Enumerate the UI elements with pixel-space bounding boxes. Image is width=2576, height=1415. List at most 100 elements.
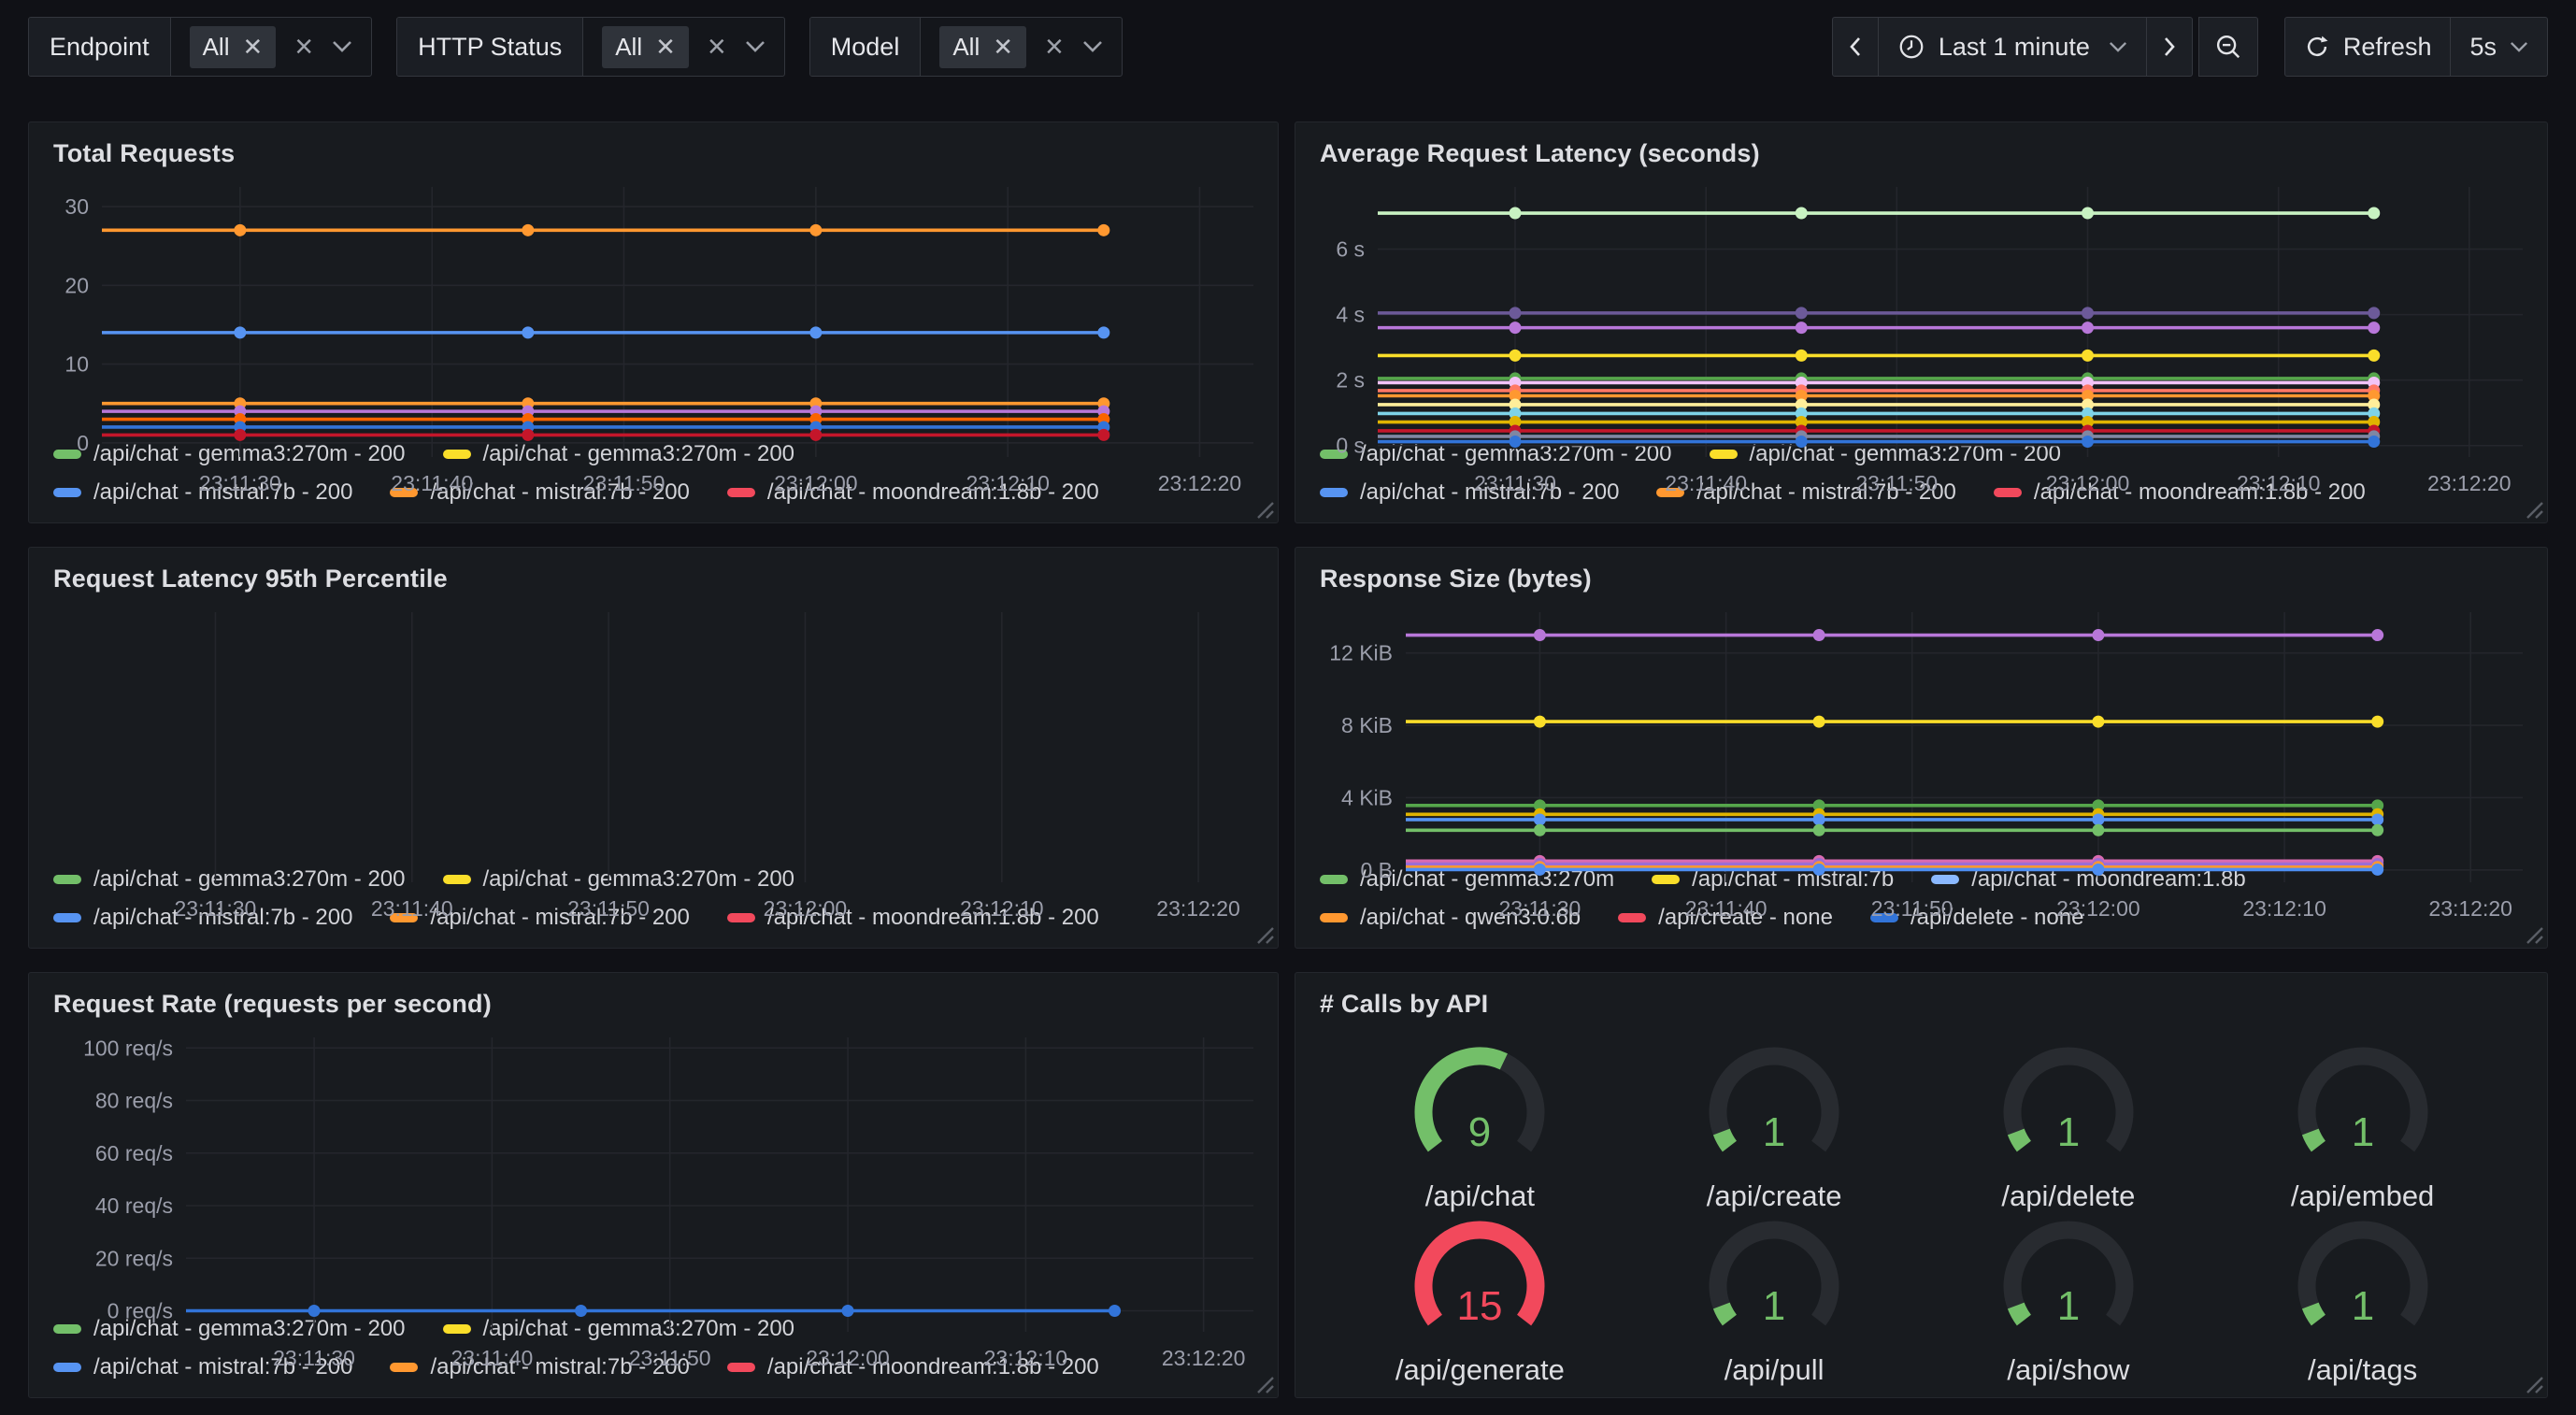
- legend-item[interactable]: /api/chat - gemma3:270m - 200: [53, 441, 406, 467]
- legend-item[interactable]: /api/chat - mistral:7b - 200: [390, 479, 690, 506]
- filter-chip-text: All: [615, 32, 643, 61]
- y-axis-tick-label: 10: [64, 352, 89, 377]
- legend-item[interactable]: /api/chat - mistral:7b - 200: [53, 479, 352, 506]
- time-forward-button[interactable]: [2146, 17, 2193, 77]
- legend-swatch: [390, 913, 419, 922]
- x-axis-tick-label: 23:11:40: [451, 1346, 533, 1370]
- filter-value-area[interactable]: All ✕ ×: [583, 18, 784, 76]
- legend-swatch: [1618, 913, 1647, 922]
- gauge-arc: 1: [2297, 1047, 2428, 1155]
- y-axis-tick-label: 4 s: [1336, 303, 1365, 327]
- chevron-down-icon[interactable]: [1082, 40, 1103, 53]
- time-controls: Last 1 minute: [1831, 17, 2548, 77]
- series-point: [1533, 715, 1546, 728]
- filter-chip[interactable]: All ✕: [602, 25, 689, 68]
- panel-resize-handle[interactable]: [2520, 495, 2544, 520]
- legend-row: /api/chat - mistral:7b - 200/api/chat - …: [53, 905, 1253, 931]
- legend-swatch: [53, 488, 81, 497]
- filter-bar: Endpoint All ✕ × HTTP Status All ✕ ×: [28, 17, 1123, 77]
- legend-item[interactable]: /api/create - none: [1618, 905, 1833, 931]
- time-range-picker-button[interactable]: Last 1 minute: [1878, 17, 2147, 77]
- series-point: [2092, 863, 2105, 876]
- time-back-button[interactable]: [1831, 17, 1879, 77]
- filter-value-area[interactable]: All ✕ ×: [171, 18, 372, 76]
- legend-item[interactable]: /api/chat - mistral:7b - 200: [53, 1354, 352, 1380]
- chart-total-requests[interactable]: 0 10 20 30 23:11:30 23:11:40 23:11:50 23:12:00 2…: [29, 174, 1278, 502]
- legend-item[interactable]: /api/chat - mistral:7b - 200: [390, 1354, 690, 1380]
- series-point: [2368, 307, 2381, 320]
- filter-label: Endpoint: [29, 18, 171, 76]
- legend-swatch: [1320, 913, 1348, 922]
- panel-resize-handle[interactable]: [1251, 495, 1275, 520]
- filter-endpoint[interactable]: Endpoint All ✕ ×: [28, 17, 373, 77]
- panel-resize-handle[interactable]: [2520, 1370, 2544, 1394]
- series-point: [2082, 207, 2094, 220]
- series-point: [1812, 799, 1825, 812]
- y-axis-tick-label: 0: [77, 431, 89, 455]
- legend-item[interactable]: /api/chat - moondream:1.8b - 200: [1993, 479, 2366, 506]
- gauge-value: 1: [1763, 1283, 1785, 1329]
- gauge-label: /api/tags: [2308, 1353, 2418, 1386]
- legend-item[interactable]: /api/chat - gemma3:270m - 200: [442, 441, 794, 467]
- legend-label: /api/chat - mistral:7b - 200: [93, 905, 353, 930]
- legend-item[interactable]: /api/chat - mistral:7b - 200: [53, 905, 352, 931]
- chart-response-size[interactable]: 0 B 4 KiB 8 KiB 12 KiB 23:11:30 23:11:40 23:11…: [1295, 599, 2547, 927]
- legend-label: /api/chat - mistral:7b - 200: [93, 1354, 353, 1379]
- chart-avg-latency[interactable]: 0 s 2 s 4 s 6 s 23:11:30 23:11:40 23:11:50 23:1…: [1295, 174, 2547, 502]
- series-point: [522, 223, 535, 236]
- zoom-out-button[interactable]: [2197, 17, 2258, 77]
- chip-remove-icon[interactable]: ✕: [655, 33, 676, 61]
- legend-item[interactable]: /api/chat - qwen3:0.6b: [1320, 905, 1581, 931]
- series-point: [2092, 799, 2105, 812]
- legend-item[interactable]: /api/chat - gemma3:270m - 200: [53, 866, 406, 893]
- clear-filter-button[interactable]: ×: [294, 29, 314, 64]
- chip-remove-icon[interactable]: ✕: [242, 33, 264, 61]
- legend-item[interactable]: /api/chat - mistral:7b - 200: [1656, 479, 1956, 506]
- filter-chip[interactable]: All ✕: [189, 25, 277, 68]
- panel-resize-handle[interactable]: [1251, 921, 1275, 945]
- x-axis-tick-label: 23:11:50: [629, 1346, 711, 1370]
- legend-label: /api/chat - moondream:1.8b - 200: [766, 1354, 1099, 1379]
- legend-swatch: [1320, 875, 1348, 884]
- legend-item[interactable]: /api/chat - gemma3:270m - 200: [53, 1316, 406, 1342]
- refresh-button[interactable]: Refresh: [2283, 17, 2452, 77]
- filter-value-area[interactable]: All ✕ ×: [921, 18, 1122, 76]
- legend-swatch: [53, 1324, 81, 1334]
- filter-chip-text: All: [202, 32, 230, 61]
- legend-item[interactable]: /api/chat - gemma3:270m - 200: [442, 866, 794, 893]
- filter-chip[interactable]: All ✕: [939, 25, 1027, 68]
- legend-item[interactable]: /api/chat - mistral:7b - 200: [390, 905, 690, 931]
- filter-http-status[interactable]: HTTP Status All ✕ ×: [396, 17, 785, 77]
- legend-item[interactable]: /api/chat - moondream:1.8b - 200: [726, 905, 1099, 931]
- legend-swatch: [1656, 488, 1685, 497]
- series-point: [2371, 863, 2384, 876]
- chevron-down-icon[interactable]: [745, 40, 766, 53]
- legend-item[interactable]: /api/delete - none: [1869, 905, 2083, 931]
- gauge-api-embed: 1/api/embed: [2215, 1039, 2510, 1213]
- series-point: [1533, 863, 1546, 876]
- legend-item[interactable]: /api/chat - moondream:1.8b - 200: [726, 479, 1099, 506]
- refresh-interval-button[interactable]: 5s: [2451, 17, 2548, 77]
- legend-item[interactable]: /api/chat - gemma3:270m - 200: [442, 1316, 794, 1342]
- legend-label: /api/chat - mistral:7b - 200: [1696, 479, 1956, 505]
- legend-swatch: [726, 488, 755, 497]
- clock-icon: [1897, 33, 1925, 61]
- chip-remove-icon[interactable]: ✕: [993, 33, 1014, 61]
- panel-resize-handle[interactable]: [1251, 1370, 1275, 1394]
- panel-resize-handle[interactable]: [2520, 921, 2544, 945]
- panel-total-requests: Total Requests 0 10 20 30 23:11:30 23:11:40 23…: [28, 121, 1279, 523]
- chart-p95-latency[interactable]: 23:11:30 23:11:40 23:11:50 23:12:00 23:12:10…: [29, 599, 1278, 927]
- legend-row: /api/chat - gemma3:270m - 200/api/chat -…: [53, 866, 1253, 893]
- chevron-down-icon[interactable]: [332, 40, 352, 53]
- legend-item[interactable]: /api/chat - moondream:1.8b - 200: [726, 1354, 1099, 1380]
- x-axis-tick-label: 23:11:50: [1855, 471, 1938, 495]
- legend-item[interactable]: /api/chat - mistral:7b - 200: [1320, 479, 1619, 506]
- refresh-label: Refresh: [2342, 32, 2432, 61]
- clear-filter-button[interactable]: ×: [707, 29, 726, 64]
- chart-request-rate[interactable]: 0 req/s 20 req/s 40 req/s 60 req/s 80 req/s 1…: [29, 1024, 1278, 1377]
- series-point: [522, 326, 535, 339]
- gauge-value-arc: [2301, 1128, 2326, 1152]
- gauge-api-delete: 1/api/delete: [1922, 1039, 2216, 1213]
- clear-filter-button[interactable]: ×: [1045, 29, 1064, 64]
- filter-model[interactable]: Model All ✕ ×: [809, 17, 1123, 77]
